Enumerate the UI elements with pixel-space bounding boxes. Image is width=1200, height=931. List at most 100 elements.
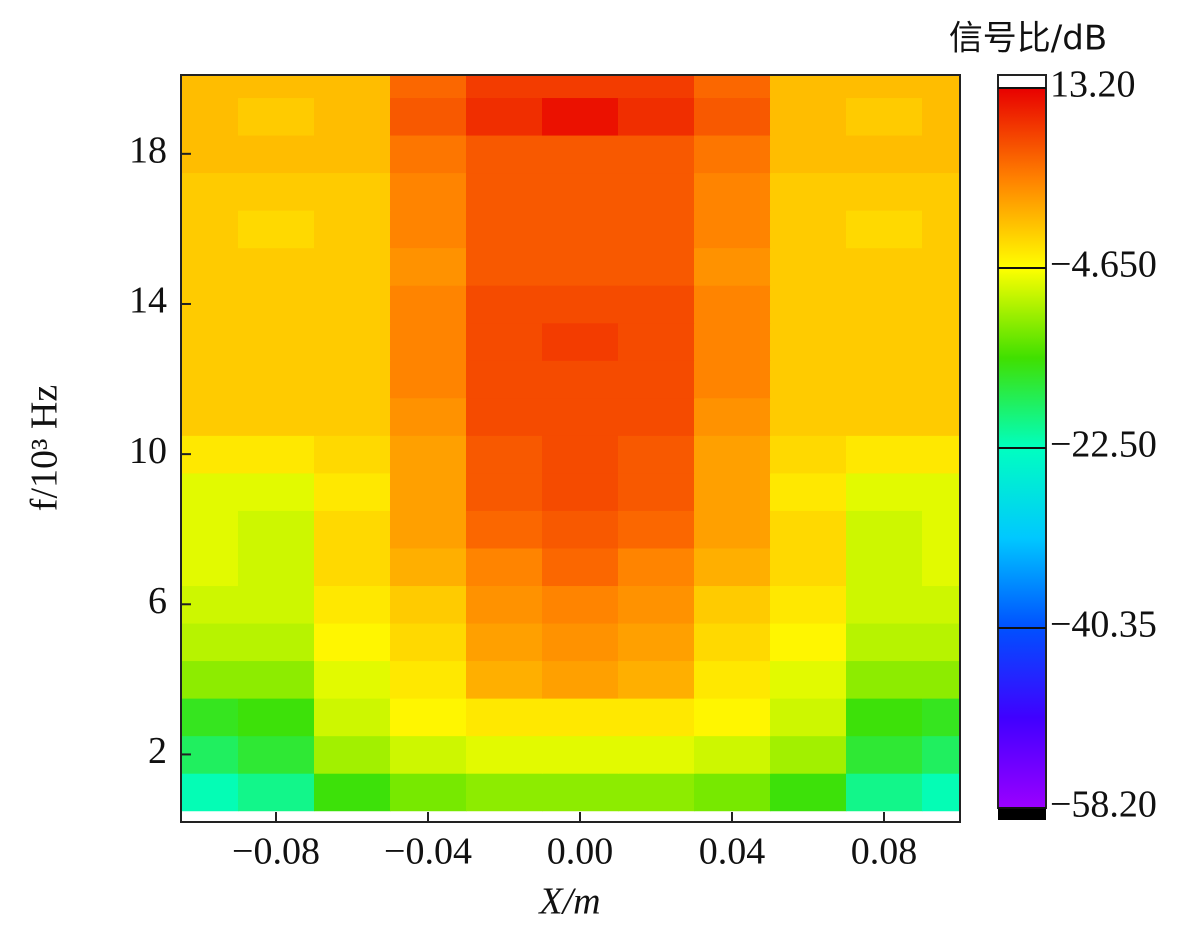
heat-cell [922,547,960,587]
heat-cell [390,660,467,699]
heat-cell [390,397,467,436]
heat-cell [694,547,771,587]
heat-cell [770,510,847,549]
heat-cell [181,97,239,136]
heat-cell [846,472,923,511]
heat-cell [618,698,695,737]
x-tick-label: −0.04 [384,831,472,873]
heat-cell [181,247,239,286]
heat-cell [390,547,467,587]
heat-cell [390,585,467,624]
heat-cell [922,735,960,774]
y-tick-label: 18 [129,130,167,172]
x-tick-label: 0.04 [699,831,766,873]
heat-cell [390,623,467,662]
heat-cell [922,75,960,99]
heat-cell [542,135,619,174]
heat-cell [770,698,847,737]
heat-cell [618,510,695,549]
heat-cell [238,322,315,361]
heat-cell [466,660,543,699]
heat-cell [238,585,315,624]
heat-cell [314,210,391,249]
heat-cell [922,472,960,511]
heat-cell [694,585,771,624]
heat-cell [314,472,391,511]
heat-cell [466,360,543,399]
heat-cell [314,660,391,699]
heat-cell [846,547,923,587]
heat-cell [238,623,315,662]
heat-cell [846,773,923,812]
heat-cell [542,322,619,361]
heat-cell [238,510,315,549]
heat-cell [846,285,923,324]
colorbar-tick-label: −22.50 [1050,424,1157,466]
heat-cell [922,97,960,136]
heat-cell [922,623,960,662]
heat-cell [466,698,543,737]
heat-cell [846,510,923,549]
heat-cell [238,210,315,249]
heat-cell [694,510,771,549]
heat-cell [466,247,543,286]
heat-cell [770,135,847,174]
heat-cell [542,472,619,511]
heat-cell [846,172,923,211]
heat-cell [238,285,315,324]
heat-cell [181,322,239,361]
heat-cell [181,360,239,399]
heat-cell [846,75,923,99]
heat-cell [770,585,847,624]
heat-cell [618,547,695,587]
heat-cell [466,623,543,662]
heat-cell [314,773,391,812]
heat-cell [618,435,695,474]
heat-cell [694,735,771,774]
heat-cell [181,75,239,99]
colorbar-title: 信号比/dB [949,19,1107,59]
y-tick-label: 14 [129,280,167,322]
heat-cell [922,285,960,324]
heat-cell [922,773,960,812]
heat-cell [314,285,391,324]
heat-cell [542,698,619,737]
heat-cell [314,247,391,286]
heat-cell [238,435,315,474]
heat-cell [181,472,239,511]
heat-cell [694,285,771,324]
heat-cell [542,623,619,662]
heat-cell [694,698,771,737]
heat-cell [466,322,543,361]
heat-cell [922,698,960,737]
heat-cell [846,97,923,136]
heat-cell [238,75,315,99]
heat-cell [694,472,771,511]
heat-cell [542,75,619,99]
heat-cell [390,97,467,136]
heat-cell [314,172,391,211]
plot-frame [180,74,961,823]
heat-cell [618,735,695,774]
heat-cell [846,435,923,474]
heat-cell [181,698,239,737]
heat-cell [390,435,467,474]
heat-cell [618,97,695,136]
heat-cell [770,210,847,249]
heat-cell [314,547,391,587]
heat-cell [542,773,619,812]
heat-cell [618,75,695,99]
heat-cell [181,135,239,174]
heat-cell [314,75,391,99]
heat-cell [390,247,467,286]
heat-cell [542,585,619,624]
x-tick-label: 0.00 [547,831,614,873]
colorbar-under [998,808,1046,820]
heat-cell [466,435,543,474]
heat-cell [542,97,619,136]
heat-cell [542,285,619,324]
heat-cell [314,97,391,136]
colorbar-over [997,74,1047,89]
heat-cell [390,773,467,812]
heat-cell [846,698,923,737]
